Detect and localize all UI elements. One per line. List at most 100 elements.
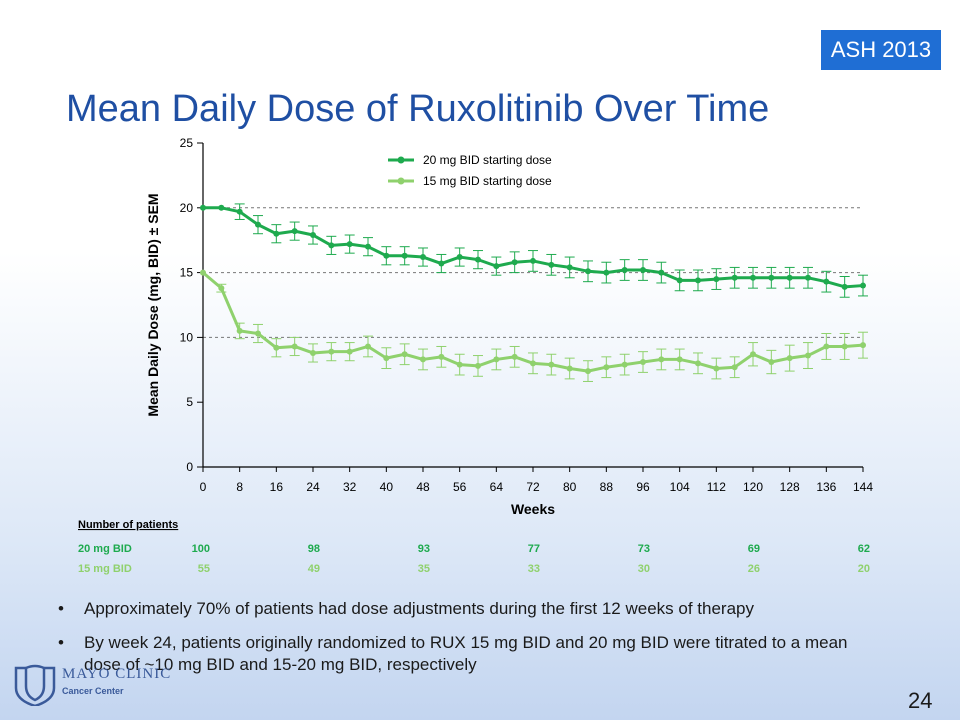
data-point bbox=[548, 261, 555, 268]
dose-line-chart: 0 5 10 15 20 25 0 8 16 24 32 40 48 56 64 72 80 88 96 104 112… bbox=[78, 136, 873, 575]
table-cell: 69 bbox=[748, 543, 760, 555]
logo-name: MAYO CLINIC bbox=[62, 666, 172, 682]
data-point bbox=[310, 349, 316, 356]
series-group bbox=[200, 269, 868, 382]
data-point bbox=[200, 204, 206, 211]
y-tick-label: 5 bbox=[186, 395, 193, 409]
table-cell: 30 bbox=[638, 563, 650, 575]
data-point bbox=[328, 242, 335, 249]
data-point bbox=[768, 359, 775, 366]
data-point bbox=[676, 356, 683, 363]
x-axis-label: Weeks bbox=[511, 501, 555, 517]
table-cell: 73 bbox=[638, 543, 650, 555]
bullet-list: Approximately 70% of patients had dose a… bbox=[58, 598, 858, 688]
data-point bbox=[750, 351, 756, 358]
x-tick-label: 120 bbox=[743, 480, 763, 494]
data-point bbox=[475, 256, 481, 263]
x-tick-label: 8 bbox=[236, 480, 243, 494]
reference-lines bbox=[203, 207, 863, 338]
data-point bbox=[548, 361, 555, 368]
data-point bbox=[731, 364, 738, 371]
table-row-label: 15 mg BID bbox=[78, 563, 132, 575]
data-point bbox=[658, 269, 665, 276]
data-point bbox=[640, 267, 646, 274]
data-point bbox=[273, 344, 280, 351]
data-point bbox=[291, 343, 298, 350]
x-tick-label: 64 bbox=[490, 480, 504, 494]
data-point bbox=[823, 343, 830, 350]
x-tick-label: 88 bbox=[600, 480, 614, 494]
data-point bbox=[713, 276, 720, 283]
data-point bbox=[310, 232, 316, 239]
data-point bbox=[566, 264, 573, 271]
data-point bbox=[401, 351, 408, 358]
data-point bbox=[805, 274, 811, 281]
x-tick-label: 32 bbox=[343, 480, 357, 494]
data-point bbox=[658, 356, 665, 363]
shield-icon bbox=[14, 664, 56, 708]
data-point bbox=[383, 355, 390, 362]
series-group bbox=[200, 203, 868, 298]
x-tick-label: 128 bbox=[780, 480, 800, 494]
data-point bbox=[823, 278, 830, 285]
data-point bbox=[420, 254, 426, 261]
data-point bbox=[200, 269, 206, 276]
table-cell: 62 bbox=[858, 543, 870, 555]
data-point bbox=[218, 285, 225, 292]
table-cell: 33 bbox=[528, 563, 540, 575]
patients-table: Number of patients 20 mg BID 100 98 93 77 73 69… bbox=[78, 519, 870, 575]
data-point bbox=[493, 263, 500, 270]
data-point bbox=[365, 243, 371, 250]
data-point bbox=[438, 353, 445, 360]
data-point bbox=[328, 348, 335, 355]
bullet-item: Approximately 70% of patients had dose a… bbox=[58, 598, 858, 620]
legend-marker bbox=[397, 156, 405, 164]
data-point bbox=[218, 204, 225, 211]
data-point bbox=[621, 267, 628, 274]
data-point bbox=[786, 355, 793, 362]
data-point bbox=[731, 274, 738, 281]
table-cell: 98 bbox=[308, 543, 320, 555]
data-point bbox=[860, 282, 866, 289]
slide-title: Mean Daily Dose of Ruxolitinib Over Time bbox=[66, 88, 770, 130]
data-point bbox=[640, 359, 646, 366]
x-tick-label: 72 bbox=[526, 480, 540, 494]
mayo-clinic-logo: MAYO CLINIC Cancer Center bbox=[12, 660, 172, 710]
data-point bbox=[291, 228, 298, 235]
legend-marker bbox=[397, 177, 405, 185]
series-layer bbox=[200, 203, 868, 382]
data-point bbox=[511, 259, 518, 266]
series-line bbox=[203, 206, 864, 289]
data-point bbox=[401, 252, 408, 259]
table-cell: 93 bbox=[418, 543, 430, 555]
table-cell: 35 bbox=[418, 563, 430, 575]
data-point bbox=[841, 283, 848, 290]
y-tick-label: 20 bbox=[180, 201, 194, 215]
data-point bbox=[511, 353, 518, 360]
table-header: Number of patients bbox=[78, 519, 178, 531]
x-tick-label: 96 bbox=[636, 480, 650, 494]
data-point bbox=[475, 362, 481, 369]
conference-badge: ASH 2013 bbox=[821, 30, 941, 70]
table-cell: 55 bbox=[198, 563, 210, 575]
data-point bbox=[255, 221, 261, 228]
data-point bbox=[621, 361, 628, 368]
data-point bbox=[860, 342, 866, 349]
logo-subtitle: Cancer Center bbox=[62, 686, 124, 696]
data-point bbox=[420, 356, 426, 363]
data-point bbox=[530, 360, 536, 367]
y-axis-label: Mean Daily Dose (mg, BID) ± SEM bbox=[145, 193, 161, 416]
y-tick-label: 25 bbox=[180, 136, 194, 150]
data-point bbox=[346, 348, 353, 355]
data-point bbox=[695, 360, 701, 367]
data-point bbox=[456, 361, 463, 368]
data-point bbox=[603, 364, 610, 371]
data-point bbox=[456, 254, 463, 261]
y-tick-label: 15 bbox=[180, 266, 194, 280]
y-tick-label: 10 bbox=[180, 330, 194, 344]
table-cell: 20 bbox=[858, 563, 870, 575]
table-cell: 100 bbox=[192, 543, 210, 555]
x-tick-label: 112 bbox=[707, 480, 726, 494]
chart-legend: 20 mg BID starting dose 15 mg BID startin… bbox=[388, 153, 552, 188]
chart-axes: 0 5 10 15 20 25 0 8 16 24 32 40 48 56 64 72 80 88 96 104 112… bbox=[145, 136, 873, 517]
